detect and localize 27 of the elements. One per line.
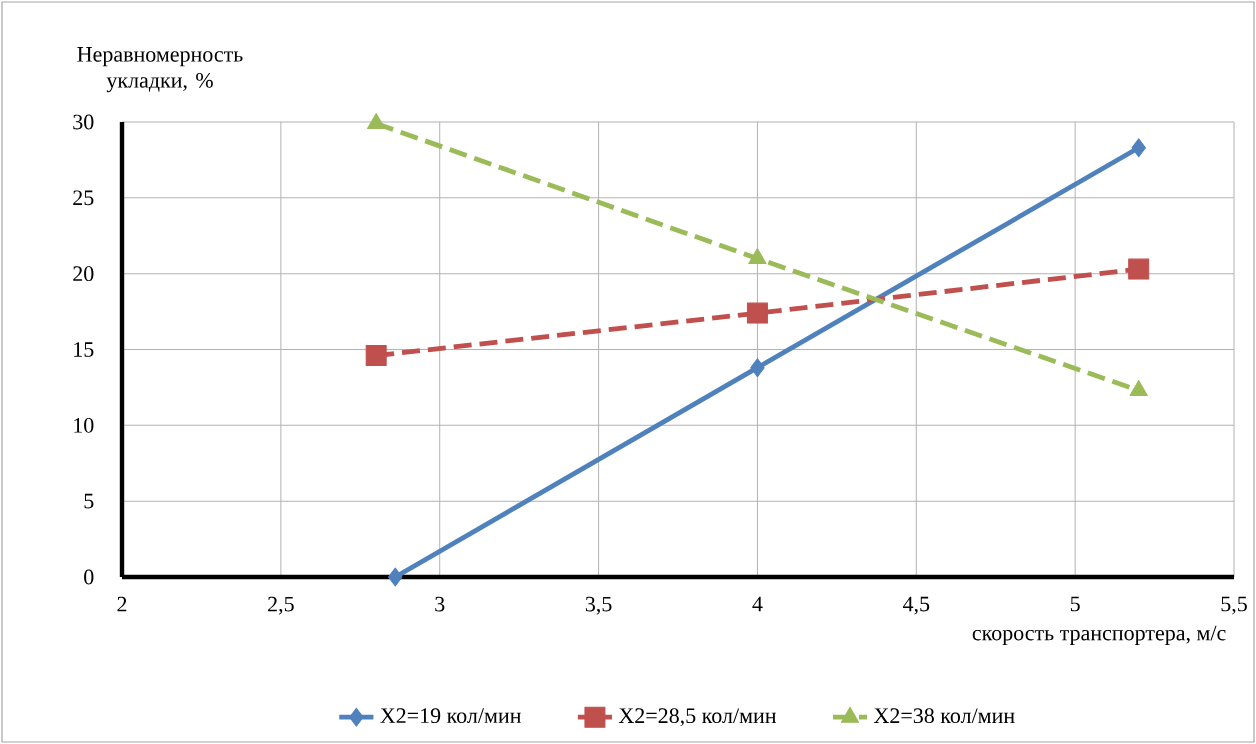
y-tick-label: 0 [84,569,94,585]
legend-label: X2=28,5 кол/мин [618,708,777,727]
legend-label: X2=19 кол/мин [380,708,521,724]
x-tick-label: 4 [752,596,763,612]
x-tick-label: 5,5 [1221,596,1247,615]
point [750,358,765,378]
x-tick-label: 2 [117,596,127,612]
point [746,302,768,324]
y-tick-label: 20 [73,266,94,282]
point [387,567,403,587]
x-tick-label: 3 [435,596,445,612]
x-tick-label: 5 [1070,596,1080,612]
y-tick-label: 10 [74,417,94,433]
point [1128,258,1150,280]
x-tick-label: 2,5 [268,596,294,615]
y-tick-label: 25 [73,190,94,206]
x-tick-label: 4,5 [902,596,930,615]
x-tick-label: 3,5 [585,596,612,615]
point [365,345,387,367]
x-axis-title: скорость транспортера, м/с [972,625,1226,645]
y-tick-label: 30 [73,114,94,130]
y-axis-title: Неравномерность укладки, % [77,47,243,93]
legend-label: X2=38 кол/мин [873,708,1015,724]
point [367,113,386,130]
y-tick-label: 5 [84,493,94,509]
y-tick-label: 15 [74,342,94,357]
point [1131,138,1146,158]
